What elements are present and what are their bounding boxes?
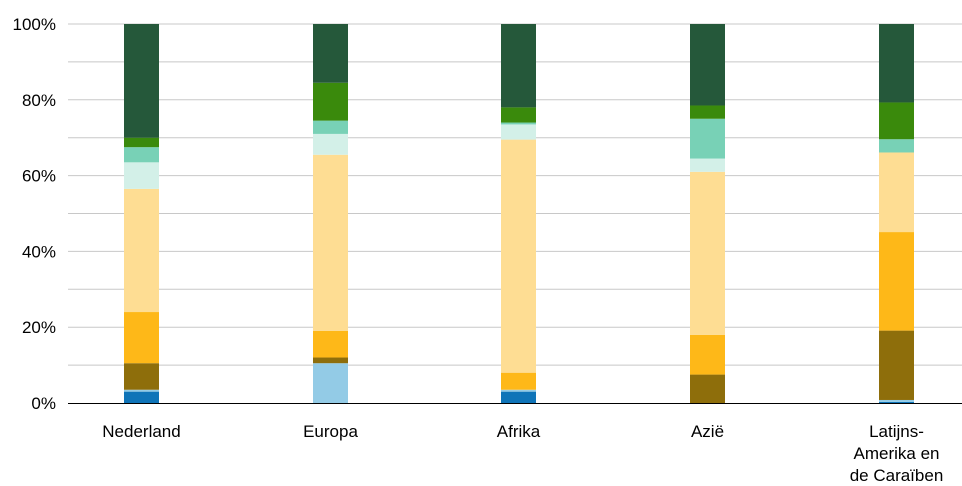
bar-segment <box>690 118 725 159</box>
bar-segment <box>313 120 348 134</box>
bar-segment <box>879 232 914 331</box>
y-tick-label: 20% <box>22 318 56 337</box>
bar-segment <box>124 137 159 148</box>
x-category-label: Europa <box>303 422 358 441</box>
bar-segment <box>501 389 536 392</box>
bar-segment <box>690 334 725 375</box>
bar-segment <box>501 391 536 403</box>
bar-segment <box>313 330 348 358</box>
bar-segment <box>124 24 159 138</box>
bar-segment <box>879 102 914 140</box>
bar-segment <box>313 154 348 331</box>
bar-segment <box>313 133 348 155</box>
bar-segment <box>124 188 159 313</box>
x-category-label: Nederland <box>102 422 180 441</box>
bar-segment <box>879 399 914 402</box>
x-category-label: Latijns-Amerika en de Caraïben <box>850 422 944 485</box>
bar-segment <box>313 82 348 121</box>
bar-segment <box>690 24 725 106</box>
bar-segment <box>690 105 725 119</box>
bar-segment <box>501 107 536 123</box>
bar-segment <box>879 330 914 400</box>
bar-segment <box>124 162 159 189</box>
bar-segment <box>313 357 348 364</box>
x-category-label: Azië <box>691 422 724 441</box>
bar-segment <box>124 312 159 364</box>
bar-segment <box>501 122 536 125</box>
bar-segment <box>501 372 536 390</box>
bar-segment <box>690 158 725 172</box>
bar-segment <box>879 401 914 403</box>
bar-segment <box>124 391 159 403</box>
bar-segment <box>124 389 159 392</box>
bar-segment <box>690 171 725 335</box>
bar-segment <box>313 363 348 403</box>
bar-segment <box>313 24 348 83</box>
y-tick-label: 80% <box>22 91 56 110</box>
bar-segment <box>879 139 914 153</box>
bar-segment <box>124 363 159 390</box>
y-tick-label: 0% <box>31 394 56 413</box>
y-tick-label: 40% <box>22 242 56 261</box>
bar-segment <box>690 374 725 403</box>
x-category-label: Afrika <box>497 422 541 441</box>
bar-segment <box>501 139 536 373</box>
bar-segment <box>501 24 536 108</box>
bar-segment <box>879 152 914 233</box>
y-tick-label: 60% <box>22 167 56 186</box>
bar-segment <box>879 24 914 103</box>
bar-segment <box>124 147 159 163</box>
bar-segment <box>501 124 536 140</box>
y-tick-label: 100% <box>13 15 56 34</box>
